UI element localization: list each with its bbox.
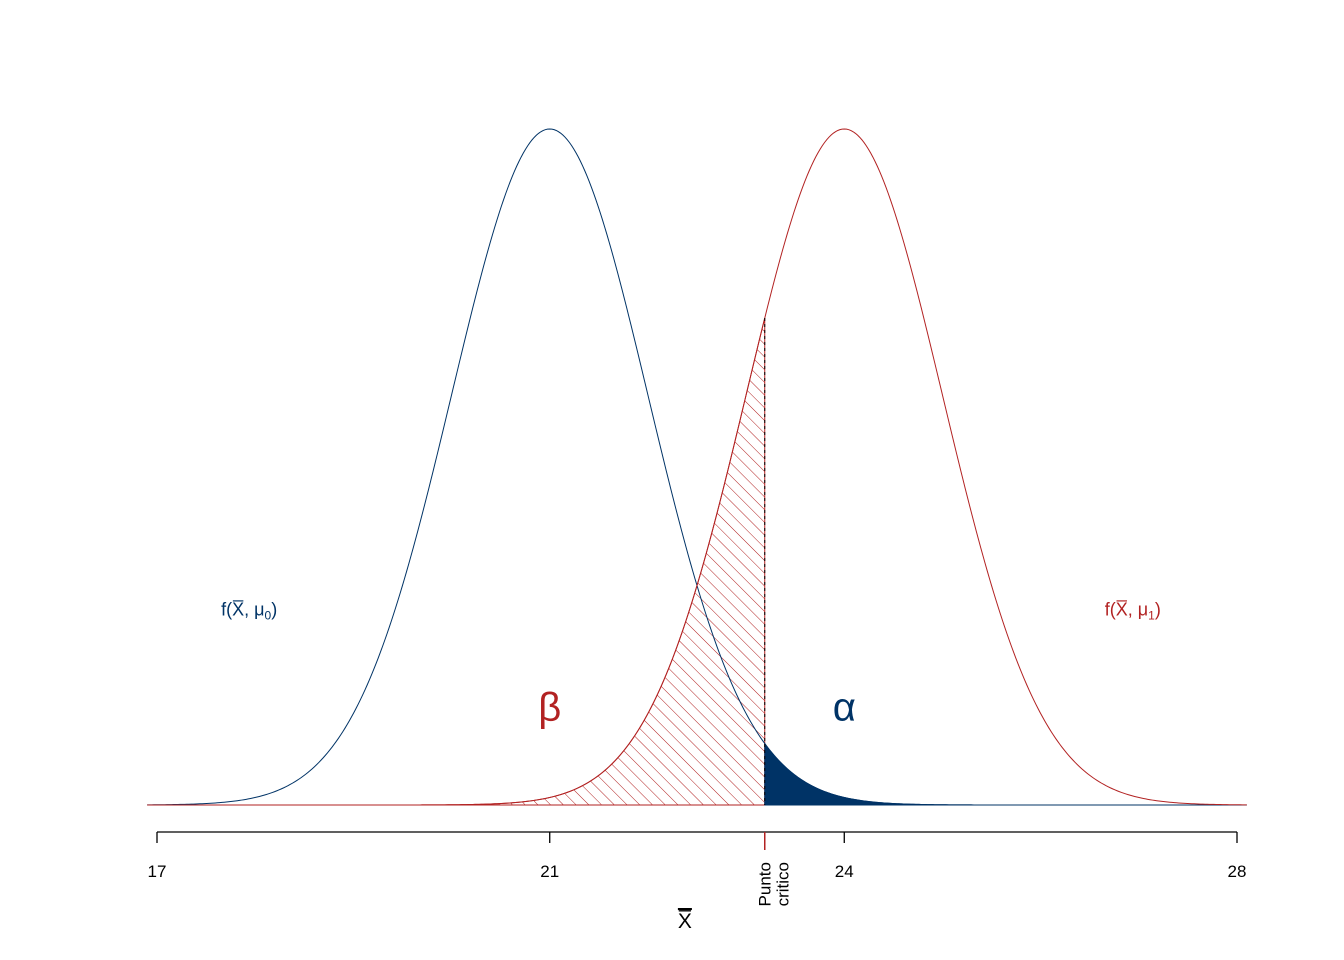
beta-symbol: β [538,685,561,729]
x-tick-label: 17 [148,862,167,881]
shaded-regions [157,317,1237,806]
beta-region [157,317,766,806]
density-curve-1 [147,128,1247,806]
x-tick-label: 28 [1228,862,1247,881]
critical-point-label: Puntocritico [756,862,793,906]
alpha-symbol: α [833,685,856,729]
series-label-0: f(X̅, μ0) [221,600,277,623]
alpha-region [764,742,1237,806]
x-tick-label: 21 [540,862,559,881]
chart-annotations: f(X̅, μ0) f(X̅, μ1) β α [221,600,1161,730]
x-axis: 17 21 24 28 Puntocritico X̅ [148,831,1247,933]
x-tick-label: 24 [835,862,854,881]
density-curves [147,128,1247,806]
x-axis-label: X̅ [678,910,692,933]
series-label-1: f(X̅, μ1) [1105,600,1161,623]
